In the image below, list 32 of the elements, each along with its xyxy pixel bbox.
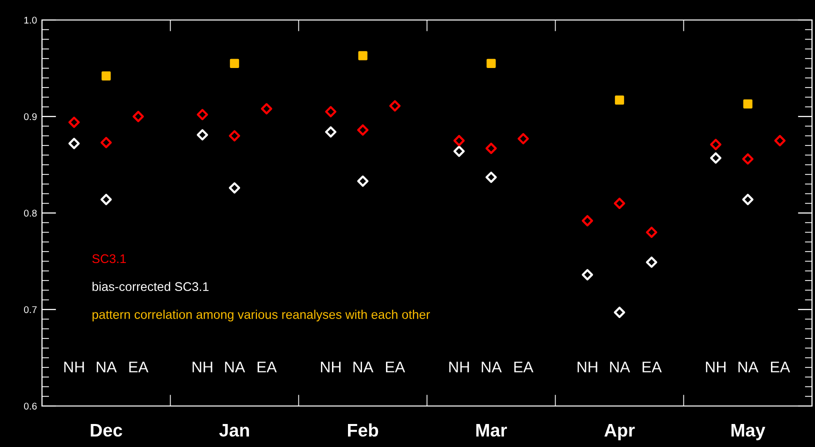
- x-tick-label: EA: [386, 362, 406, 372]
- x-tick-label: NA: [610, 362, 630, 372]
- x-tick-label: EA: [642, 362, 662, 372]
- text: Jan: [219, 424, 249, 437]
- x-tick-label: NA: [482, 362, 502, 372]
- text: pattern correlation among various reanalyses with each other: [92, 310, 430, 322]
- text: Feb: [348, 423, 378, 437]
- y-tick-label: 0.6: [24, 402, 37, 410]
- y-tick-label: 0.8: [24, 210, 37, 217]
- x-tick-label: NA: [225, 362, 246, 372]
- text: May: [731, 424, 766, 440]
- x-tick-label: EA: [129, 362, 148, 372]
- x-tick-label: NH: [706, 362, 726, 372]
- x-tick-label: EA: [770, 362, 790, 372]
- x-tick-label: NH: [578, 362, 598, 372]
- x-tick-label: NA: [738, 362, 758, 372]
- x-tick-label: NA: [353, 362, 374, 372]
- text: SC3.1: [92, 254, 126, 264]
- x-tick-label: NH: [192, 362, 212, 372]
- x-tick-label: NH: [449, 362, 469, 372]
- y-tick-label: 1.0: [24, 16, 37, 24]
- text: Mar: [476, 424, 507, 437]
- text: bias-corrected SC3.1: [92, 282, 209, 292]
- x-tick-label: NA: [96, 362, 117, 372]
- x-tick-label: NH: [320, 362, 341, 372]
- x-tick-label: EA: [514, 362, 534, 372]
- text: Apr: [604, 424, 635, 440]
- y-tick-label: 0.9: [24, 113, 37, 120]
- text: Dec: [90, 424, 122, 437]
- x-tick-label: EA: [258, 362, 277, 372]
- y-tick-label: 0.7: [24, 306, 37, 314]
- x-tick-label: NH: [64, 362, 84, 372]
